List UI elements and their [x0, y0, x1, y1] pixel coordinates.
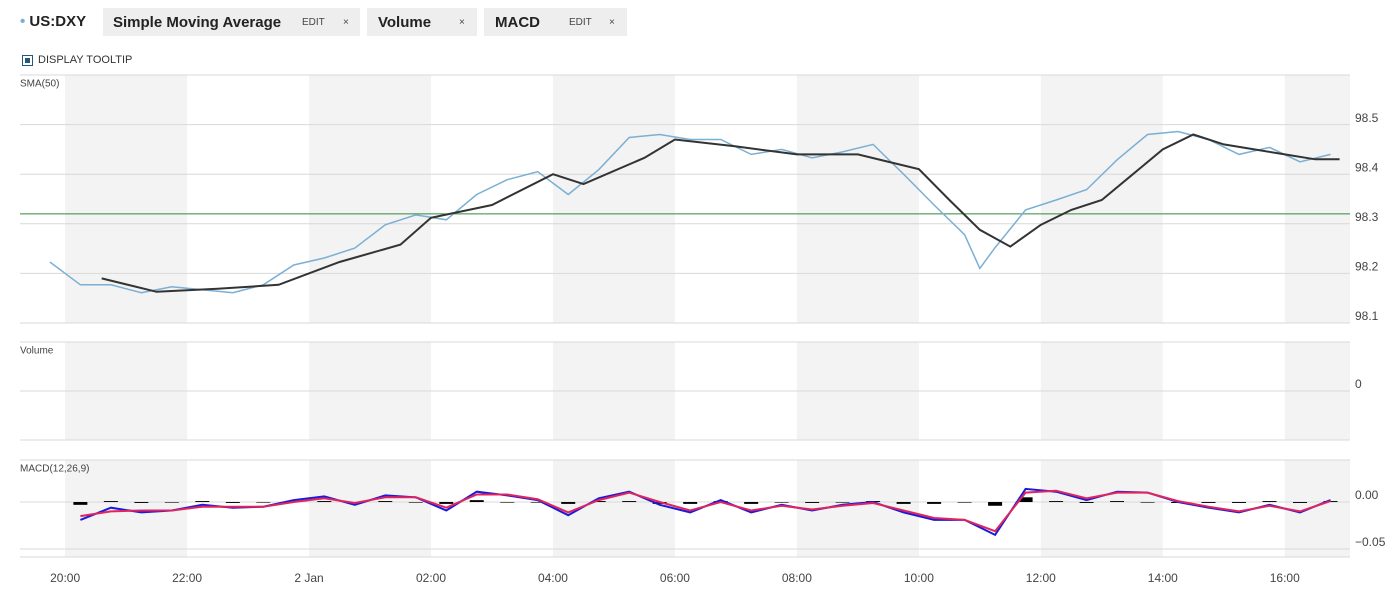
histogram-bar — [378, 501, 393, 503]
histogram-bar — [927, 502, 942, 504]
symbol-label: US:DXY — [29, 13, 87, 30]
histogram-bar — [1110, 501, 1125, 503]
histogram-bar — [439, 502, 454, 504]
histogram-bar — [683, 502, 698, 504]
histogram-bar — [774, 502, 789, 503]
histogram-bar — [896, 502, 911, 504]
histogram-bar — [1049, 501, 1064, 503]
histogram-bar — [622, 501, 637, 503]
symbol[interactable]: • US:DXY — [20, 13, 86, 30]
tooltip-toggle[interactable]: DISPLAY TOOLTIP — [22, 54, 132, 66]
x-tick-label: 14:00 — [1148, 571, 1178, 585]
y-tick-label: 98.1 — [1355, 309, 1379, 323]
x-tick-label: 06:00 — [660, 571, 690, 585]
y-tick-label: 0 — [1355, 377, 1362, 391]
panel-title: MACD(12,26,9) — [20, 464, 89, 475]
y-tick-label: 98.3 — [1355, 210, 1379, 224]
y-tick-label: 98.4 — [1355, 160, 1379, 174]
series-line — [101, 133, 1340, 293]
histogram-bar — [225, 502, 240, 503]
histogram-bar — [835, 502, 850, 503]
histogram-bar — [134, 502, 149, 503]
histogram-bar — [988, 502, 1003, 506]
histogram-bar — [195, 501, 210, 503]
x-tick-label: 02:00 — [416, 571, 446, 585]
x-tick-label: 2 Jan — [294, 571, 323, 585]
histogram-bar — [1140, 502, 1155, 503]
x-tick-label: 22:00 — [172, 571, 202, 585]
time-band — [309, 75, 432, 323]
indicator-name[interactable]: Volume — [378, 13, 432, 31]
histogram-bar — [1079, 502, 1094, 503]
panel-title: SMA(50) — [20, 79, 59, 90]
x-tick-label: 20:00 — [50, 571, 80, 585]
time-band — [1284, 75, 1350, 323]
histogram-bar — [317, 501, 332, 503]
x-tick-label: 10:00 — [904, 571, 934, 585]
histogram-bar — [1018, 497, 1033, 503]
time-band — [65, 460, 188, 557]
symbol-dot: • — [20, 13, 30, 30]
histogram-bar — [164, 502, 179, 503]
y-tick-label: 98.5 — [1355, 111, 1379, 125]
indicator-chip: MACD EDIT × — [484, 8, 627, 36]
histogram-bar — [1292, 502, 1307, 503]
close-button[interactable]: × — [343, 16, 349, 28]
histogram-bar — [561, 502, 576, 504]
series-line — [49, 130, 1331, 294]
time-band — [1040, 460, 1163, 557]
x-tick-label: 12:00 — [1026, 571, 1056, 585]
checkbox[interactable] — [22, 54, 33, 66]
x-tick-label: 08:00 — [782, 571, 812, 585]
indicator-name[interactable]: MACD — [495, 13, 540, 31]
time-band — [552, 460, 675, 557]
time-band — [65, 75, 188, 323]
histogram-bar — [73, 502, 88, 505]
y-tick-label: 98.2 — [1355, 260, 1379, 274]
time-band — [1284, 460, 1350, 557]
histogram-bar — [1201, 502, 1216, 503]
series-line — [80, 489, 1331, 533]
time-band — [796, 75, 919, 323]
histogram-bar — [1232, 502, 1247, 503]
histogram-bar — [530, 502, 545, 503]
y-tick-label: 0.00 — [1355, 488, 1379, 502]
histogram-bar — [957, 502, 972, 503]
histogram-bar — [500, 502, 515, 503]
panel-title: Volume — [20, 346, 54, 357]
indicator-name[interactable]: Simple Moving Average — [113, 13, 282, 31]
time-band — [309, 460, 432, 557]
tooltip-label: DISPLAY TOOLTIP — [38, 54, 133, 66]
time-band — [552, 75, 675, 323]
histogram-bar — [256, 502, 271, 503]
x-tick-label: 16:00 — [1270, 571, 1300, 585]
x-tick-label: 04:00 — [538, 571, 568, 585]
close-button[interactable]: × — [459, 16, 465, 28]
histogram-bar — [805, 502, 820, 503]
histogram-bar — [469, 500, 484, 503]
histogram-bar — [591, 501, 606, 503]
histogram-bar — [103, 501, 118, 503]
histogram-bar — [1262, 501, 1277, 503]
histogram-bar — [408, 502, 423, 503]
edit-button[interactable]: EDIT — [569, 16, 592, 28]
y-tick-label: −0.05 — [1355, 535, 1386, 549]
indicator-chip: Simple Moving Average EDIT × — [103, 8, 360, 36]
edit-button[interactable]: EDIT — [302, 16, 325, 28]
histogram-bar — [744, 502, 759, 504]
close-button[interactable]: × — [609, 16, 615, 28]
indicator-chip: Volume × — [367, 8, 477, 36]
